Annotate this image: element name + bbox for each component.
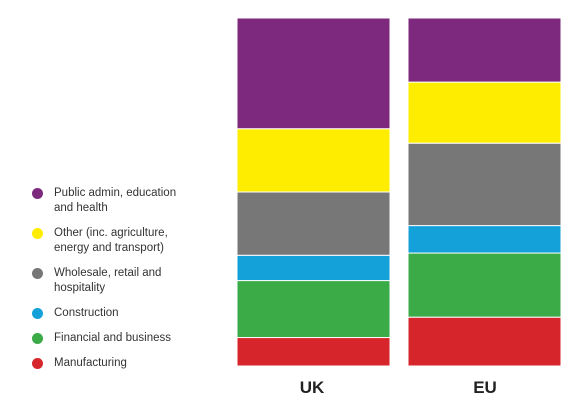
bar-segment-uk-public-admin-education-and-health [236,17,391,130]
legend-swatch-financial [32,333,43,344]
legend-label-public-admin: Public admin, education and health [54,187,177,214]
legend-item-public-admin: Public admin, education and health [32,186,222,226]
legend-item-construction: Construction [32,306,222,331]
bar-segment-eu-public-admin-education-and-health [407,17,562,83]
legend-item-manufacturing: Manufacturing [32,356,222,381]
bar-segment-eu-construction [407,225,562,254]
bar-segment-eu-wholesale-retail-and-hospitality [407,142,562,227]
legend: Public admin, education and health Other… [32,186,222,381]
bar-segment-uk-manufacturing [236,337,391,367]
legend-swatch-public-admin [32,188,43,199]
legend-item-other: Other (inc. agriculture, energy and tran… [32,226,222,266]
category-label-eu: EU [473,378,497,397]
legend-label-construction: Construction [54,307,119,319]
legend-label-other: Other (inc. agriculture, energy and tran… [54,227,168,254]
legend-item-wholesale: Wholesale, retail and hospitality [32,266,222,306]
legend-label-wholesale: Wholesale, retail and hospitality [54,267,162,294]
legend-swatch-manufacturing [32,358,43,369]
legend-item-financial: Financial and business [32,331,222,356]
bar-segment-uk-wholesale-retail-and-hospitality [236,191,391,256]
bar-segment-uk-construction [236,254,391,282]
legend-label-financial: Financial and business [54,332,171,344]
legend-swatch-wholesale [32,268,43,279]
category-label-uk: UK [299,378,325,397]
bar-segment-uk-other-inc-agriculture-energy-and-transport [236,128,391,193]
bar-segment-eu-other-inc-agriculture-energy-and-transport [407,81,562,144]
bar-segment-eu-manufacturing [407,316,562,367]
legend-swatch-other [32,228,43,239]
bar-segment-eu-financial-and-business [407,252,562,318]
bar-segment-uk-financial-and-business [236,280,391,339]
legend-swatch-construction [32,308,43,319]
legend-label-manufacturing: Manufacturing [54,357,127,369]
